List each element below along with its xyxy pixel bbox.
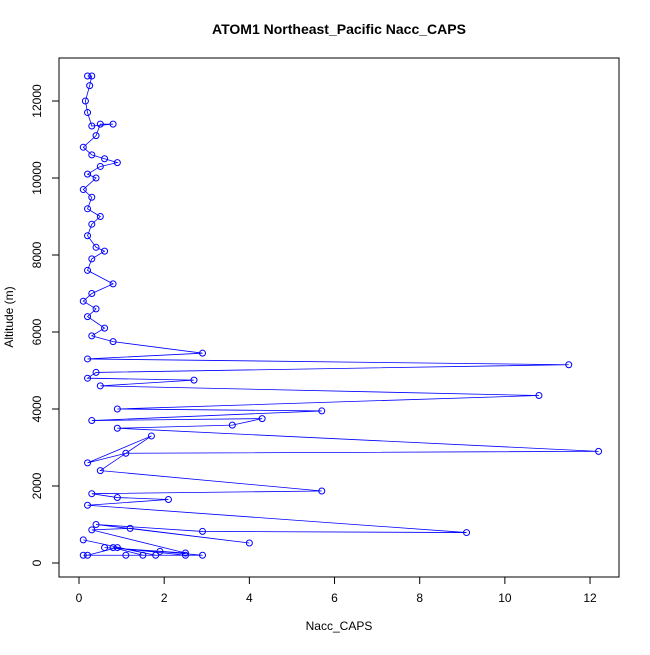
point: [156, 547, 164, 555]
point: [84, 72, 92, 80]
point: [79, 143, 87, 151]
point: [88, 151, 96, 159]
point: [595, 447, 603, 455]
point: [199, 349, 207, 357]
point: [101, 544, 109, 552]
x-tick-label: 12: [583, 591, 597, 605]
point: [84, 232, 92, 240]
y-tick-label: 12000: [30, 84, 44, 118]
point: [86, 82, 94, 90]
point: [113, 544, 121, 552]
point: [126, 524, 134, 532]
point: [79, 551, 87, 559]
point: [96, 212, 104, 220]
point: [565, 361, 573, 369]
point: [88, 490, 96, 498]
y-axis-label: Altitude (m): [2, 286, 16, 347]
point: [228, 421, 236, 429]
point: [109, 338, 117, 346]
point: [96, 120, 104, 128]
point: [164, 495, 172, 503]
point: [92, 243, 100, 251]
point: [92, 305, 100, 313]
point: [181, 549, 189, 557]
point: [152, 551, 160, 559]
x-tick-label: 4: [246, 591, 253, 605]
point: [258, 415, 266, 423]
point: [84, 205, 92, 213]
point: [84, 355, 92, 363]
point: [88, 220, 96, 228]
x-tick-label: 0: [76, 591, 83, 605]
point: [113, 405, 121, 413]
point: [88, 332, 96, 340]
x-tick-label: 8: [416, 591, 423, 605]
point: [84, 313, 92, 321]
point: [92, 520, 100, 528]
point: [84, 266, 92, 274]
point: [88, 526, 96, 534]
y-tick-label: 4000: [30, 395, 44, 422]
point: [139, 551, 147, 559]
point: [318, 487, 326, 495]
point: [92, 174, 100, 182]
point: [109, 120, 117, 128]
point: [190, 376, 198, 384]
point: [88, 122, 96, 130]
point: [84, 109, 92, 117]
point: [199, 527, 207, 535]
point: [113, 159, 121, 167]
x-axis-label: Nacc_CAPS: [306, 619, 373, 633]
point: [84, 501, 92, 509]
point: [96, 382, 104, 390]
point: [101, 324, 109, 332]
point: [245, 539, 253, 547]
point: [122, 551, 130, 559]
point: [101, 247, 109, 255]
x-tick-label: 6: [331, 591, 338, 605]
plot-frame: [58, 57, 620, 578]
point: [101, 155, 109, 163]
point: [113, 424, 121, 432]
point: [96, 467, 104, 475]
point: [535, 392, 543, 400]
point: [463, 529, 471, 537]
point: [88, 255, 96, 263]
point: [88, 417, 96, 425]
chart-title: ATOM1 Northeast_Pacific Nacc_CAPS: [212, 21, 466, 37]
point: [147, 432, 155, 440]
point: [92, 368, 100, 376]
y-tick-label: 8000: [30, 241, 44, 268]
x-tick-label: 10: [498, 591, 512, 605]
point: [81, 97, 89, 105]
x-tick-label: 2: [161, 591, 168, 605]
point: [79, 186, 87, 194]
point: [84, 170, 92, 178]
point: [96, 162, 104, 170]
series-line: [82, 75, 599, 556]
point: [199, 551, 207, 559]
point: [113, 494, 121, 502]
point: [84, 374, 92, 382]
point: [88, 72, 96, 80]
point: [79, 536, 87, 544]
point: [109, 280, 117, 288]
y-tick-label: 2000: [30, 472, 44, 499]
point: [181, 551, 189, 559]
point: [79, 297, 87, 305]
point: [318, 407, 326, 415]
y-tick-label: 10000: [30, 161, 44, 195]
point: [122, 449, 130, 457]
point: [88, 193, 96, 201]
y-tick-label: 6000: [30, 318, 44, 345]
point: [109, 544, 117, 552]
point: [92, 132, 100, 140]
point: [84, 459, 92, 467]
point: [84, 551, 92, 559]
point: [88, 289, 96, 297]
y-tick-label: 0: [30, 559, 44, 566]
